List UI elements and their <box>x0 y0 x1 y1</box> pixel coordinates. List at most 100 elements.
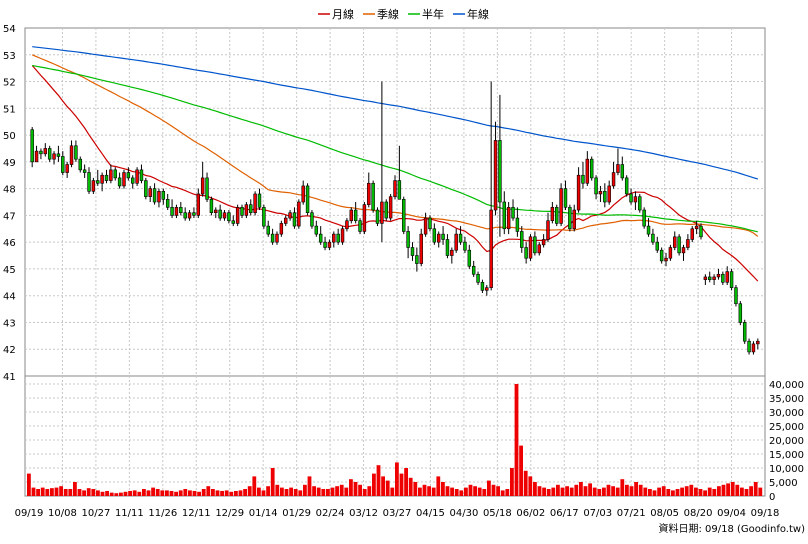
candle-body-1 <box>34 150 39 163</box>
volume-bar-59 <box>298 490 303 496</box>
candle-39 <box>200 161 205 197</box>
candle-132 <box>607 180 611 205</box>
candle-body-103 <box>480 282 485 291</box>
candle-body-20 <box>117 177 122 187</box>
volume-y-tick-5: 15,000 <box>769 450 804 461</box>
candle-16 <box>100 172 104 192</box>
candle-114 <box>528 234 533 261</box>
candle-1 <box>34 145 39 163</box>
volume-y-tick-3: 25,000 <box>769 422 804 433</box>
candle-body-106 <box>493 140 498 211</box>
ma-line-2 <box>32 64 758 233</box>
candle-body-153 <box>699 225 703 238</box>
volume-bar-35 <box>188 490 192 496</box>
volume-bar-10 <box>73 482 77 496</box>
volume-bar-27 <box>151 487 155 496</box>
candle-67 <box>323 236 327 251</box>
volume-bar-116 <box>560 487 565 496</box>
candle-body-80 <box>380 201 384 224</box>
volume-bar-11 <box>77 489 82 496</box>
volume-bar-146 <box>698 489 703 496</box>
candle-24 <box>135 167 139 186</box>
volume-bar-86 <box>422 484 427 496</box>
volume-bar-83 <box>408 477 413 496</box>
candle-140 <box>642 207 646 229</box>
volume-bar-58 <box>293 489 298 496</box>
candle-48 <box>240 204 244 219</box>
candle-body-127 <box>585 158 590 184</box>
candle-122 <box>563 180 568 211</box>
candle-body-61 <box>297 201 301 227</box>
ma-line-3 <box>32 46 758 180</box>
volume-bar-124 <box>597 489 602 496</box>
volume-bar-84 <box>413 482 418 496</box>
volume-bar-67 <box>335 486 339 496</box>
volume-bar-8 <box>63 489 68 496</box>
candle-body-125 <box>576 174 581 211</box>
volume-bar-131 <box>629 486 634 496</box>
candle-body-6 <box>56 153 61 157</box>
candle-22 <box>126 167 131 181</box>
volume-bar-19 <box>114 493 119 496</box>
candle-66 <box>318 226 323 245</box>
candle-32 <box>170 199 174 219</box>
candle-165 <box>751 341 756 355</box>
candle-117 <box>541 234 546 248</box>
candle-body-89 <box>419 233 423 264</box>
candle-body-164 <box>747 340 751 353</box>
x-tick-16: 06/17 <box>550 508 579 519</box>
candle-71 <box>340 226 345 245</box>
candle-163 <box>742 319 747 344</box>
candle-body-8 <box>65 164 69 173</box>
candle-body-107 <box>498 140 502 203</box>
candle-body-22 <box>126 172 131 179</box>
candle-body-43 <box>218 209 222 219</box>
candle-body-78 <box>371 182 375 211</box>
candle-108 <box>502 191 507 235</box>
volume-bar-28 <box>155 489 160 496</box>
candle-134 <box>616 148 620 176</box>
candle-body-35 <box>183 212 187 219</box>
candle-41 <box>209 196 214 216</box>
volume-bar-42 <box>220 490 224 496</box>
volume-bar-81 <box>399 473 404 496</box>
price-y-tick-3: 51 <box>3 104 16 115</box>
candle-body-54 <box>266 225 270 235</box>
volume-bar-155 <box>740 487 744 496</box>
legend: 月線 季線 半年 年線 <box>318 7 489 21</box>
volume-bar-71 <box>353 482 358 496</box>
candle-body-26 <box>144 180 148 197</box>
price-y-tick-1: 53 <box>3 51 16 62</box>
volume-bar-41 <box>215 490 220 496</box>
candle-97 <box>454 228 458 253</box>
candle-body-84 <box>397 180 402 200</box>
volume-bar-3 <box>40 487 45 496</box>
candle-body-76 <box>362 204 367 232</box>
candle-body-77 <box>367 182 371 205</box>
volume-bar-85 <box>418 487 422 496</box>
candle-69 <box>332 231 336 248</box>
candle-83 <box>393 175 397 200</box>
candle-50 <box>249 199 253 216</box>
volume-bar-101 <box>491 484 496 496</box>
volume-bar-0 <box>27 473 31 496</box>
candle-body-5 <box>52 153 56 160</box>
candle-body-128 <box>589 158 594 179</box>
candle-body-93 <box>436 233 441 243</box>
candle-body-79 <box>375 209 380 224</box>
candle-73 <box>349 207 354 224</box>
volume-bar-68 <box>339 484 344 496</box>
candle-99 <box>463 236 467 253</box>
candle-body-162 <box>738 303 743 323</box>
volume-bar-70 <box>349 479 353 496</box>
candle-64 <box>310 210 314 229</box>
volume-bar-57 <box>289 487 293 496</box>
volume-bar-48 <box>247 486 252 496</box>
volume-bar-29 <box>160 490 165 496</box>
volume-bar-130 <box>625 484 629 496</box>
volume-bar-24 <box>137 491 142 496</box>
candle-13 <box>87 167 91 194</box>
candle-25 <box>139 164 144 184</box>
candle-121 <box>559 183 563 227</box>
candle-body-50 <box>249 204 253 214</box>
